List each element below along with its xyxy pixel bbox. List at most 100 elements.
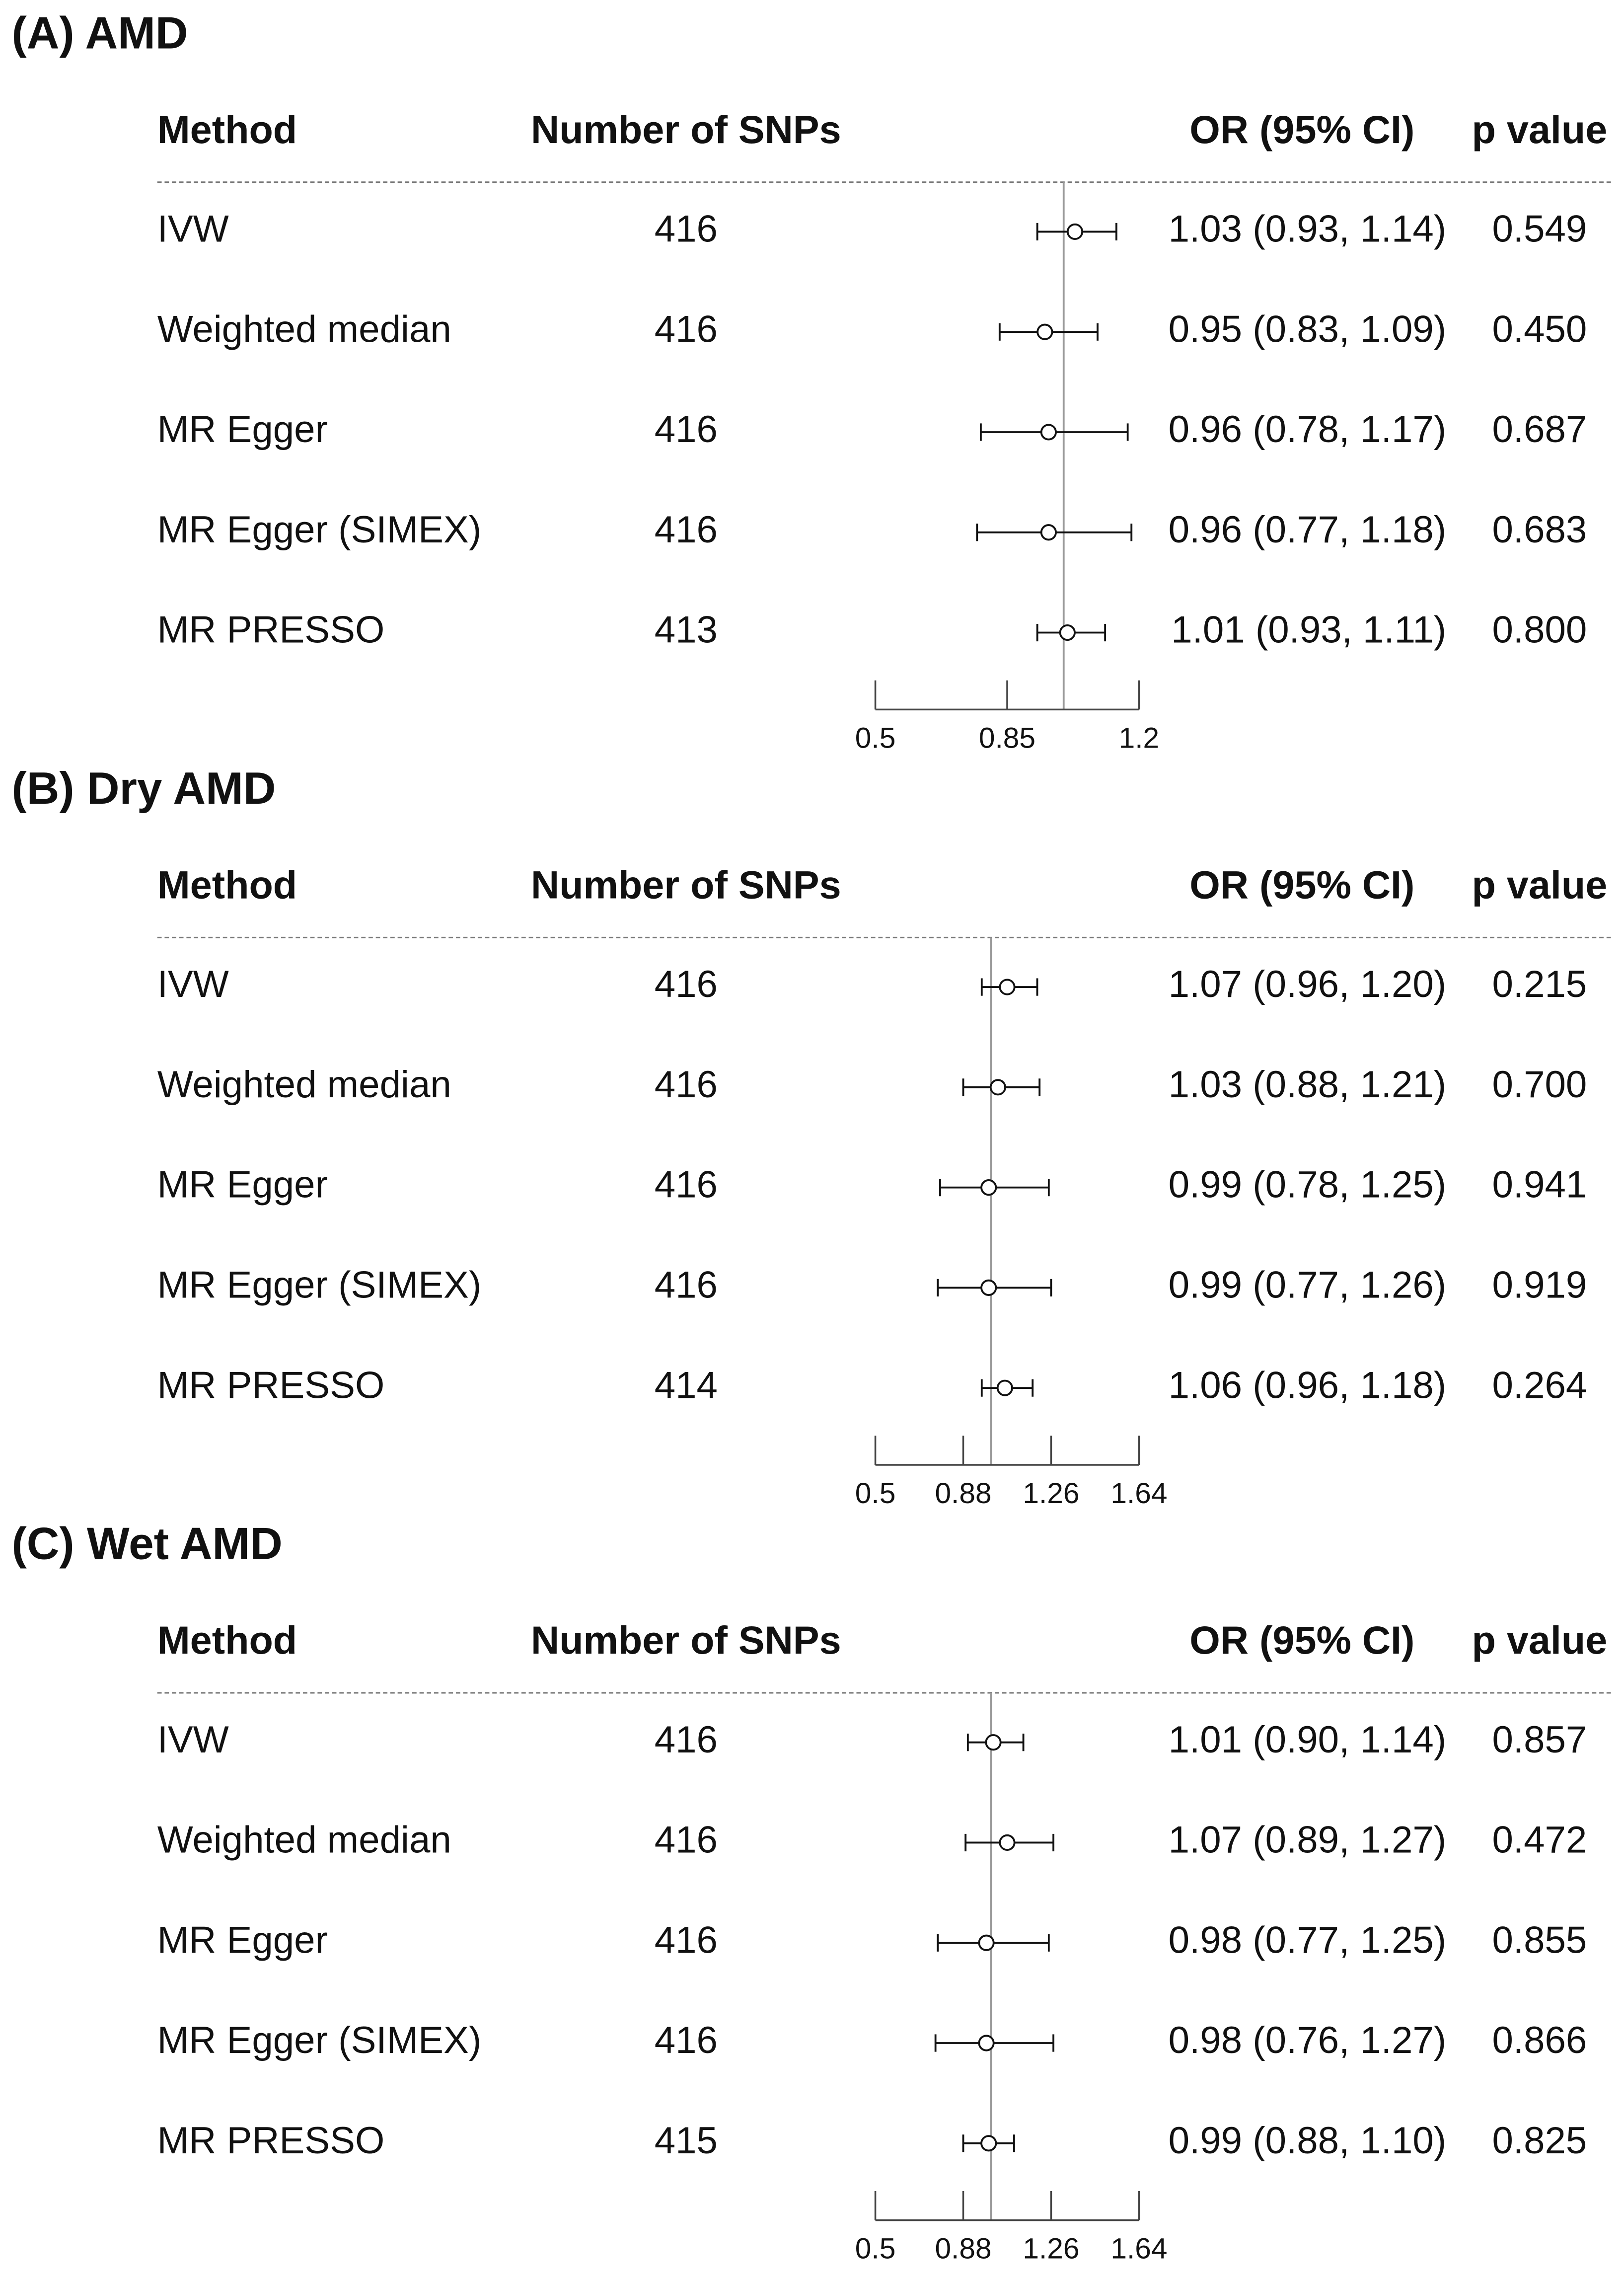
column-header: Number of SNPs bbox=[531, 1618, 841, 1662]
or-ci-label: 0.96 (0.77, 1.18) bbox=[1169, 509, 1447, 551]
panel-title: (B) Dry AMD bbox=[11, 763, 276, 814]
point-estimate bbox=[978, 2035, 995, 2052]
column-header: Method bbox=[157, 107, 297, 152]
point-estimate bbox=[1040, 524, 1057, 541]
snp-count: 416 bbox=[655, 408, 718, 451]
point-estimate bbox=[1066, 223, 1084, 240]
or-ci-label: 0.99 (0.77, 1.26) bbox=[1169, 1264, 1447, 1306]
snp-count: 416 bbox=[655, 1264, 718, 1306]
p-value: 0.857 bbox=[1492, 1719, 1587, 1761]
p-value: 0.264 bbox=[1492, 1364, 1587, 1406]
method-label: MR Egger (SIMEX) bbox=[157, 509, 481, 551]
point-estimate bbox=[978, 1934, 995, 1951]
point-estimate bbox=[980, 1279, 997, 1296]
or-ci-label: 1.03 (0.88, 1.21) bbox=[1169, 1064, 1447, 1106]
or-ci-label: 0.96 (0.78, 1.17) bbox=[1169, 408, 1447, 451]
x-tick-label: 0.88 bbox=[935, 1477, 991, 1510]
column-header: OR (95% CI) bbox=[1189, 107, 1414, 152]
snp-count: 414 bbox=[655, 1364, 718, 1406]
p-value: 0.800 bbox=[1492, 609, 1587, 651]
or-ci-label: 1.06 (0.96, 1.18) bbox=[1169, 1364, 1447, 1406]
point-estimate bbox=[989, 1079, 1006, 1096]
p-value: 0.866 bbox=[1492, 2019, 1587, 2061]
snp-count: 413 bbox=[655, 609, 718, 651]
x-tick-label: 1.2 bbox=[1119, 722, 1160, 754]
snp-count: 416 bbox=[655, 1164, 718, 1206]
method-label: Weighted median bbox=[157, 1064, 451, 1106]
p-value: 0.855 bbox=[1492, 1919, 1587, 1961]
method-label: Weighted median bbox=[157, 308, 451, 350]
snp-count: 416 bbox=[655, 1819, 718, 1861]
x-tick-label: 1.26 bbox=[1023, 2233, 1079, 2265]
point-estimate bbox=[980, 1179, 997, 1196]
panel-title: (A) AMD bbox=[11, 8, 188, 58]
p-value: 0.450 bbox=[1492, 308, 1587, 350]
column-header: OR (95% CI) bbox=[1189, 1618, 1414, 1662]
x-tick-label: 0.5 bbox=[855, 1477, 896, 1510]
x-tick-label: 0.85 bbox=[979, 722, 1035, 754]
method-label: IVW bbox=[157, 963, 229, 1005]
p-value: 0.919 bbox=[1492, 1264, 1587, 1306]
p-value: 0.683 bbox=[1492, 509, 1587, 551]
p-value: 0.825 bbox=[1492, 2120, 1587, 2162]
or-ci-label: 0.98 (0.77, 1.25) bbox=[1169, 1919, 1447, 1961]
or-ci-label: 1.01 (0.90, 1.14) bbox=[1169, 1719, 1447, 1761]
method-label: MR PRESSO bbox=[157, 609, 385, 651]
snp-count: 416 bbox=[655, 1719, 718, 1761]
p-value: 0.472 bbox=[1492, 1819, 1587, 1861]
snp-count: 416 bbox=[655, 308, 718, 350]
method-label: MR Egger (SIMEX) bbox=[157, 2019, 481, 2061]
p-value: 0.549 bbox=[1492, 208, 1587, 250]
x-tick-label: 1.64 bbox=[1110, 1477, 1167, 1510]
p-value: 0.941 bbox=[1492, 1164, 1587, 1206]
column-header: p value bbox=[1472, 1618, 1607, 1662]
column-header: Number of SNPs bbox=[531, 107, 841, 152]
method-label: MR Egger bbox=[157, 1164, 328, 1206]
snp-count: 416 bbox=[655, 2019, 718, 2061]
or-ci-label: 0.99 (0.78, 1.25) bbox=[1169, 1164, 1447, 1206]
or-ci-label: 0.99 (0.88, 1.10) bbox=[1169, 2120, 1447, 2162]
p-value: 0.700 bbox=[1492, 1064, 1587, 1106]
column-header: p value bbox=[1472, 107, 1607, 152]
x-tick-label: 1.26 bbox=[1023, 1477, 1079, 1510]
point-estimate bbox=[1059, 624, 1076, 641]
or-ci-label: 1.07 (0.89, 1.27) bbox=[1169, 1819, 1447, 1861]
snp-count: 415 bbox=[655, 2120, 718, 2162]
column-header: Method bbox=[157, 1618, 297, 1662]
column-header: Method bbox=[157, 863, 297, 907]
snp-count: 416 bbox=[655, 1064, 718, 1106]
x-tick-label: 0.5 bbox=[855, 722, 896, 754]
method-label: MR Egger bbox=[157, 1919, 328, 1961]
x-tick-label: 0.88 bbox=[935, 2233, 991, 2265]
point-estimate bbox=[1040, 424, 1057, 441]
point-estimate bbox=[985, 1734, 1002, 1751]
or-ci-label: 1.03 (0.93, 1.14) bbox=[1169, 208, 1447, 250]
method-label: IVW bbox=[157, 1719, 229, 1761]
point-estimate bbox=[996, 1379, 1013, 1396]
point-estimate bbox=[1036, 323, 1053, 340]
panel-title: (C) Wet AMD bbox=[11, 1519, 282, 1569]
point-estimate bbox=[999, 979, 1016, 995]
method-label: IVW bbox=[157, 208, 229, 250]
column-header: Number of SNPs bbox=[531, 863, 841, 907]
column-header: p value bbox=[1472, 863, 1607, 907]
point-estimate bbox=[999, 1834, 1016, 1851]
or-ci-label: 0.95 (0.83, 1.09) bbox=[1169, 308, 1447, 350]
snp-count: 416 bbox=[655, 208, 718, 250]
snp-count: 416 bbox=[655, 509, 718, 551]
x-tick-label: 0.5 bbox=[855, 2233, 896, 2265]
snp-count: 416 bbox=[655, 963, 718, 1005]
p-value: 0.215 bbox=[1492, 963, 1587, 1005]
or-ci-label: 1.07 (0.96, 1.20) bbox=[1169, 963, 1447, 1005]
method-label: MR PRESSO bbox=[157, 1364, 385, 1406]
method-label: MR Egger bbox=[157, 408, 328, 451]
method-label: MR Egger (SIMEX) bbox=[157, 1264, 481, 1306]
method-label: Weighted median bbox=[157, 1819, 451, 1861]
x-tick-label: 1.64 bbox=[1110, 2233, 1167, 2265]
or-ci-label: 0.98 (0.76, 1.27) bbox=[1169, 2019, 1447, 2061]
snp-count: 416 bbox=[655, 1919, 718, 1961]
column-header: OR (95% CI) bbox=[1189, 863, 1414, 907]
method-label: MR PRESSO bbox=[157, 2120, 385, 2162]
